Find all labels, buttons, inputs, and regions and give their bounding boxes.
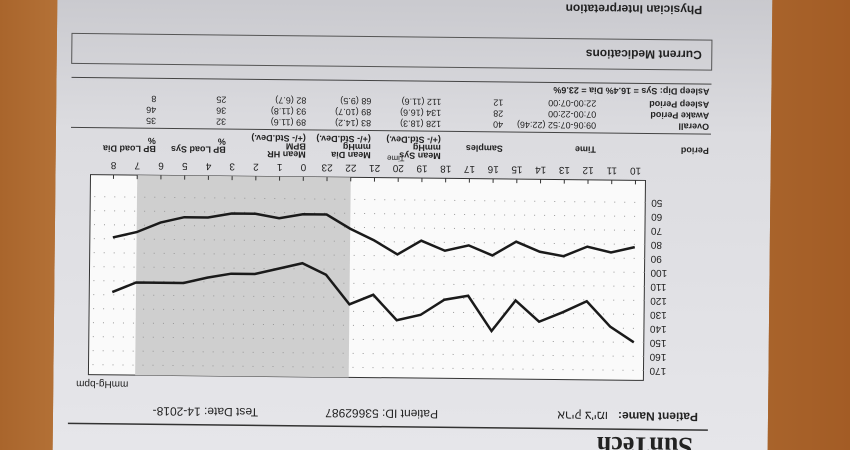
x-tick-label: 8	[110, 159, 116, 170]
table-cell: 46	[146, 105, 156, 115]
paper: SunTech Patient Name: אריק צ'ימו Patient ID…	[52, 0, 773, 450]
table-cell: 22:00-07:00	[548, 98, 596, 109]
bp-line	[112, 212, 636, 258]
table-cell: Overall	[678, 121, 709, 131]
y-tick-label: 150	[649, 337, 666, 348]
table-header: Mean Sys	[399, 150, 441, 160]
y-tick-label: 90	[650, 253, 662, 264]
x-tick-label: 17	[463, 163, 475, 174]
x-tick-label: 1	[276, 161, 282, 172]
brand-title: SunTech	[596, 431, 693, 450]
y-tick-label: 80	[650, 239, 662, 250]
x-tick-label: 6	[158, 160, 164, 171]
y-tick-label: 140	[649, 323, 666, 334]
table-cell: 89 (11.6)	[271, 117, 306, 127]
table-cell: 09:06-07:52 (22:46)	[517, 120, 596, 131]
y-tick-label: 50	[651, 197, 663, 208]
table-header: mmHg	[413, 143, 441, 153]
table-cell: 32	[216, 117, 226, 127]
table-cell: 83 (14.2)	[335, 118, 371, 128]
y-axis-label: mmHg-bpm	[76, 378, 128, 390]
medications-box	[71, 32, 713, 71]
report: SunTech Patient Name: אריק צ'ימו Patient ID…	[52, 0, 773, 450]
x-tick-label: 23	[321, 161, 333, 172]
x-tick-label: 10	[630, 165, 642, 176]
table-header: Time	[575, 144, 596, 154]
y-tick-label: 130	[650, 309, 667, 320]
table-header: (+/- Std.Dev.)	[386, 134, 441, 145]
table-cell: 82 (6.7)	[275, 95, 306, 105]
table-cell: 25	[216, 95, 226, 105]
table-cell: 07:00-22:00	[548, 109, 596, 120]
table-cell: Asleep Period	[649, 99, 709, 110]
y-tick-label: 70	[650, 225, 662, 236]
x-tick-label: 5	[182, 160, 188, 171]
table-cell: Awake Period	[650, 110, 709, 121]
x-tick-label: 7	[134, 159, 140, 170]
y-tick-label: 100	[650, 267, 667, 278]
rule	[70, 126, 711, 135]
section-title: Current Medications	[585, 47, 701, 62]
x-tick-label: 15	[511, 163, 523, 174]
x-tick-label: 18	[440, 163, 452, 174]
rule	[71, 76, 712, 85]
table-header: BPM	[286, 141, 306, 151]
table-header: Samples	[466, 143, 503, 153]
table-cell: 68 (9.5)	[340, 96, 371, 106]
x-tick-label: 2	[253, 161, 259, 172]
table-header: Mean HR	[267, 149, 306, 159]
table-cell: 12	[493, 97, 503, 107]
patient-name-label: Patient Name:	[618, 409, 698, 424]
x-tick-label: 16	[487, 163, 499, 174]
table-header: Period	[681, 145, 709, 155]
table-cell: 134 (16.6)	[400, 107, 441, 117]
x-tick-label: 22	[345, 162, 357, 173]
x-tick-label: 3	[229, 160, 235, 171]
table-header: BP Load Sys	[171, 144, 226, 155]
x-axis-label: Time	[386, 154, 404, 163]
section-title: Physician Interpretation	[565, 1, 702, 16]
rule	[67, 422, 708, 431]
x-tick-label: 11	[606, 164, 617, 175]
table-header: (+/- Std.Dev.)	[251, 133, 306, 144]
table-cell: 89 (10.7)	[335, 107, 371, 117]
bp-line	[111, 261, 635, 344]
x-tick-label: 4	[205, 160, 211, 171]
x-tick-label: 19	[416, 162, 428, 173]
y-tick-label: 170	[649, 365, 666, 376]
table-header: BP Load Dia	[102, 143, 156, 154]
table-cell: 112 (11.6)	[402, 97, 442, 107]
x-tick-label: 0	[300, 161, 306, 172]
asleep-dip: Asleep Dip: Sys = 16.4% Dia = 23.6%	[553, 85, 709, 97]
table-cell: 40	[493, 119, 503, 129]
table-cell: 36	[216, 106, 226, 116]
patient-name: אריק צ'ימו	[557, 408, 608, 423]
table-cell: 8	[151, 94, 156, 104]
table-header: %	[218, 137, 226, 147]
y-tick-label: 160	[649, 351, 666, 362]
table-cell: 128 (18.3)	[400, 118, 441, 128]
y-tick-label: 120	[650, 295, 667, 306]
patient-id: Patient ID: 53662987	[325, 406, 438, 421]
sleep-shade	[135, 175, 351, 378]
table-header: (+/- Std.Dev.)	[316, 134, 371, 145]
x-tick-label: 21	[369, 162, 381, 173]
x-tick-label: 20	[392, 162, 404, 173]
y-tick-label: 110	[650, 281, 666, 292]
test-date: Test Date: 14-2018-	[153, 404, 259, 419]
y-tick-label: 60	[651, 211, 663, 222]
table-cell: 93 (11.8)	[271, 106, 306, 116]
table-cell: 28	[493, 108, 503, 118]
table-cell: 35	[146, 116, 156, 126]
x-tick-label: 12	[582, 164, 594, 175]
x-tick-label: 14	[535, 164, 547, 175]
table-header: %	[148, 136, 156, 146]
table-header: mmHg	[343, 142, 371, 152]
table-header: Mean Dia	[330, 150, 371, 160]
x-tick-label: 13	[558, 164, 570, 175]
